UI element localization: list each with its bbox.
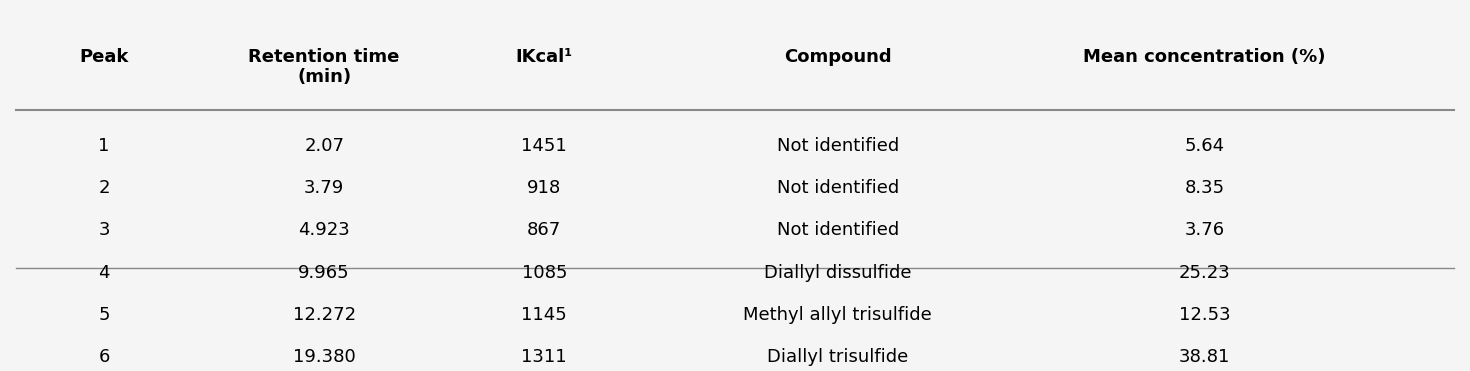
Text: 19.380: 19.380 xyxy=(293,348,356,366)
Text: Compound: Compound xyxy=(784,47,891,66)
Text: 918: 918 xyxy=(528,179,562,197)
Text: 4.923: 4.923 xyxy=(298,221,350,239)
Text: Diallyl dissulfide: Diallyl dissulfide xyxy=(764,263,911,282)
Text: 1: 1 xyxy=(98,137,110,155)
Text: 9.965: 9.965 xyxy=(298,263,350,282)
Text: 1145: 1145 xyxy=(522,306,567,324)
Text: Diallyl trisulfide: Diallyl trisulfide xyxy=(767,348,908,366)
Text: Methyl allyl trisulfide: Methyl allyl trisulfide xyxy=(744,306,932,324)
Text: Peak: Peak xyxy=(79,47,129,66)
Text: 5: 5 xyxy=(98,306,110,324)
Text: 6: 6 xyxy=(98,348,110,366)
Text: 4: 4 xyxy=(98,263,110,282)
Text: 12.53: 12.53 xyxy=(1179,306,1230,324)
Text: 12.272: 12.272 xyxy=(293,306,356,324)
Text: 25.23: 25.23 xyxy=(1179,263,1230,282)
Text: 1085: 1085 xyxy=(522,263,567,282)
Text: 3.79: 3.79 xyxy=(304,179,344,197)
Text: 2: 2 xyxy=(98,179,110,197)
Text: 1451: 1451 xyxy=(522,137,567,155)
Text: 2.07: 2.07 xyxy=(304,137,344,155)
Text: 8.35: 8.35 xyxy=(1185,179,1225,197)
Text: 3.76: 3.76 xyxy=(1185,221,1225,239)
Text: 5.64: 5.64 xyxy=(1185,137,1225,155)
Text: Not identified: Not identified xyxy=(776,221,898,239)
Text: 1311: 1311 xyxy=(522,348,567,366)
Text: 38.81: 38.81 xyxy=(1179,348,1230,366)
Text: Retention time
(min): Retention time (min) xyxy=(248,47,400,86)
Text: 3: 3 xyxy=(98,221,110,239)
Text: Not identified: Not identified xyxy=(776,179,898,197)
Text: IKcal¹: IKcal¹ xyxy=(516,47,573,66)
Text: Not identified: Not identified xyxy=(776,137,898,155)
Text: Mean concentration (%): Mean concentration (%) xyxy=(1083,47,1326,66)
Text: 867: 867 xyxy=(528,221,562,239)
